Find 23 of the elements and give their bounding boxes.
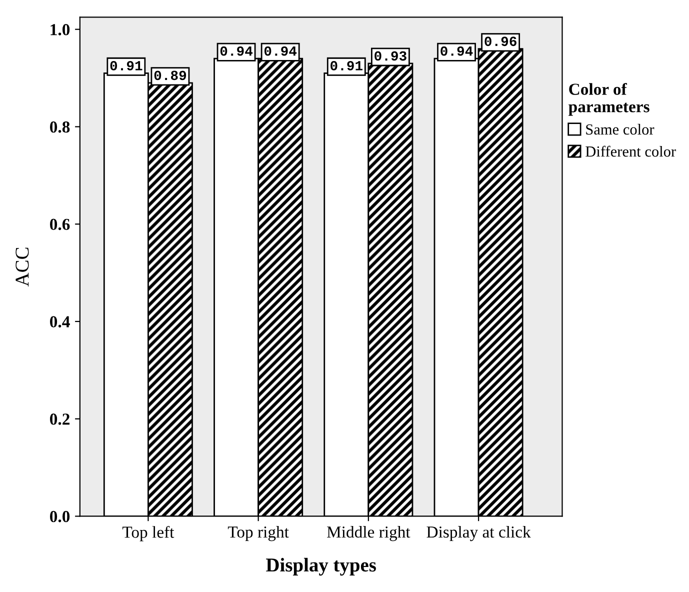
data-label: 0.91: [110, 60, 142, 70]
y-tick-label: 0.0: [50, 510, 70, 522]
legend-title: Color of parameters: [568, 82, 650, 116]
data-label: 0.93: [374, 51, 406, 61]
x-tick-label: Display at click: [426, 526, 531, 542]
data-label: 0.89: [154, 70, 186, 80]
legend-label: Different color: [586, 146, 676, 157]
y-tick-label: 0.8: [50, 121, 70, 133]
data-label: 0.96: [484, 36, 516, 46]
x-tick-label: Top left: [122, 526, 174, 542]
y-tick-label: 0.6: [50, 218, 70, 230]
y-tick-label: 0.4: [50, 316, 70, 328]
data-label: 0.91: [330, 60, 362, 70]
y-tick-label: 0.2: [50, 414, 70, 425]
data-label: 0.94: [440, 46, 473, 56]
legend-label: Same color: [586, 124, 654, 135]
x-axis-title: Display types: [266, 558, 376, 576]
data-label: 0.94: [220, 46, 253, 56]
y-axis-title: ACC: [16, 248, 29, 286]
x-tick-label: Top right: [228, 526, 289, 542]
data-label: 0.94: [264, 46, 297, 56]
y-tick-label: 1.0: [50, 24, 70, 36]
x-tick-label: Middle right: [327, 526, 410, 542]
